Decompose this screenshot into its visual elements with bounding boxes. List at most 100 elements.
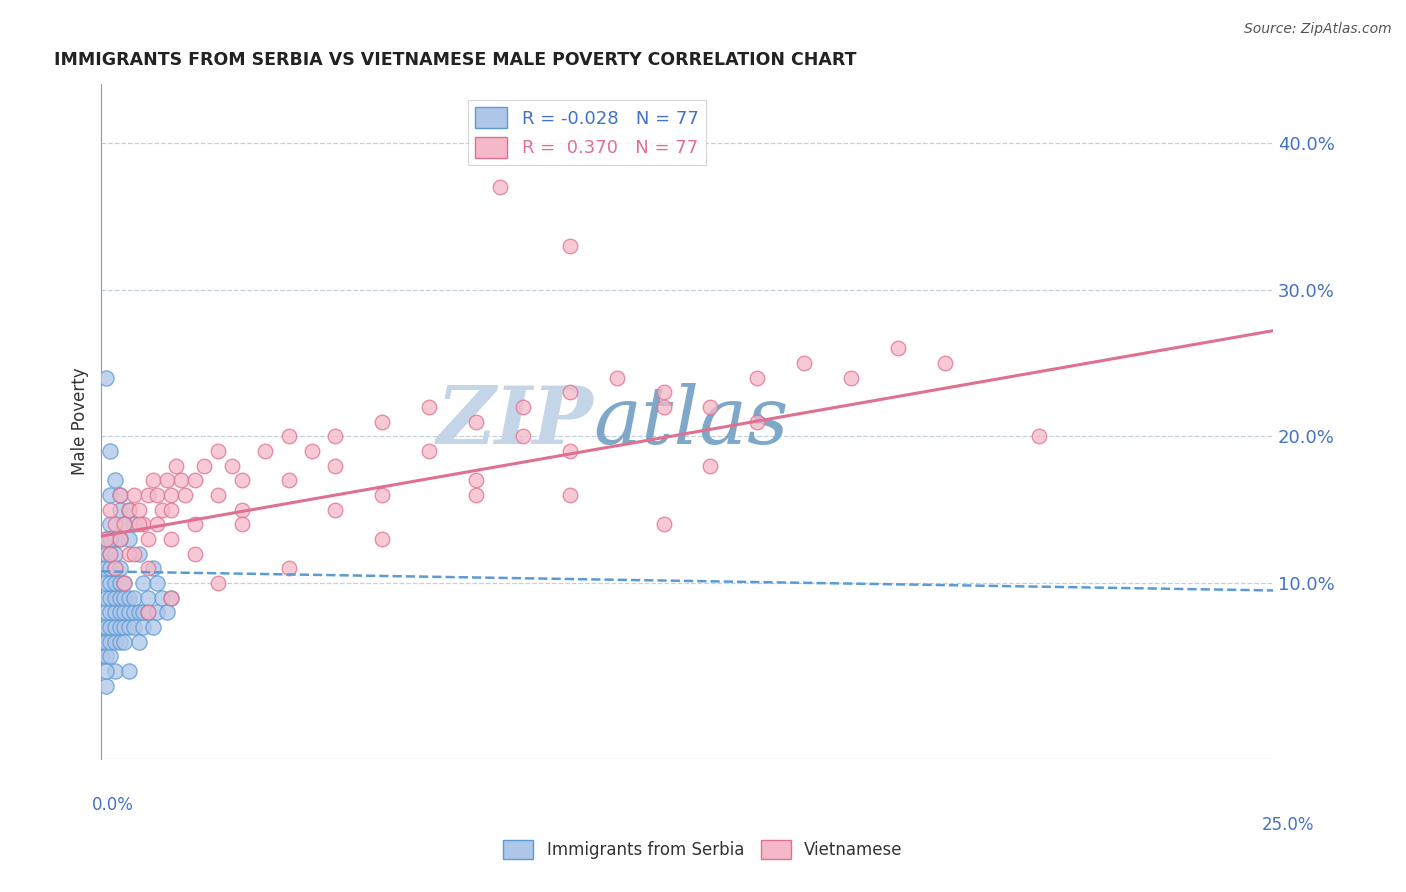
Point [104, 606, 127, 620]
Point [100, 649, 122, 664]
Point [839, 370, 862, 384]
Point [122, 517, 145, 532]
Point [100, 517, 122, 532]
Point [114, 591, 136, 605]
Point [122, 547, 145, 561]
Point [122, 606, 145, 620]
Point [418, 400, 440, 414]
Point [114, 620, 136, 634]
Point [108, 606, 131, 620]
Point [90, 635, 112, 649]
Point [104, 635, 127, 649]
Point [150, 502, 173, 516]
Point [747, 370, 769, 384]
Point [301, 444, 323, 458]
Point [118, 532, 141, 546]
Point [118, 502, 141, 516]
Point [108, 488, 131, 502]
Point [277, 474, 299, 488]
Point [934, 356, 956, 370]
Point [465, 415, 488, 429]
Point [174, 488, 197, 502]
Point [160, 488, 183, 502]
Point [108, 532, 131, 546]
Point [108, 488, 131, 502]
Point [558, 385, 581, 400]
Point [465, 474, 488, 488]
Point [146, 517, 169, 532]
Point [231, 474, 253, 488]
Point [277, 429, 299, 443]
Point [94, 532, 117, 546]
Point [94, 649, 117, 664]
Point [512, 429, 534, 443]
Point [652, 385, 675, 400]
Point [277, 561, 299, 575]
Point [118, 620, 141, 634]
Point [104, 620, 127, 634]
Point [465, 488, 488, 502]
Point [325, 458, 347, 473]
Point [94, 635, 117, 649]
Point [142, 474, 165, 488]
Point [118, 606, 141, 620]
Point [100, 606, 122, 620]
Point [887, 341, 910, 355]
Point [114, 576, 136, 591]
Legend: Immigrants from Serbia, Vietnamese: Immigrants from Serbia, Vietnamese [496, 833, 910, 866]
Point [231, 502, 253, 516]
Point [371, 488, 394, 502]
Point [325, 429, 347, 443]
Point [100, 591, 122, 605]
Point [793, 356, 815, 370]
Point [136, 606, 159, 620]
Point [122, 620, 145, 634]
Point [100, 547, 122, 561]
Point [114, 517, 136, 532]
Point [184, 474, 207, 488]
Point [558, 488, 581, 502]
Point [160, 591, 183, 605]
Point [108, 532, 131, 546]
Point [170, 474, 193, 488]
Point [108, 620, 131, 634]
Point [156, 474, 179, 488]
Point [104, 532, 127, 546]
Point [136, 561, 159, 575]
Point [94, 620, 117, 634]
Point [122, 488, 145, 502]
Point [94, 679, 117, 693]
Point [94, 664, 117, 678]
Point [132, 606, 155, 620]
Text: 0.0%: 0.0% [91, 796, 134, 814]
Point [160, 591, 183, 605]
Point [146, 576, 169, 591]
Point [108, 591, 131, 605]
Point [150, 591, 173, 605]
Point [104, 474, 127, 488]
Point [142, 620, 165, 634]
Point [146, 606, 169, 620]
Point [90, 620, 112, 634]
Point [114, 606, 136, 620]
Point [146, 488, 169, 502]
Y-axis label: Male Poverty: Male Poverty [72, 368, 89, 475]
Point [1028, 429, 1050, 443]
Point [371, 415, 394, 429]
Point [100, 444, 122, 458]
Point [118, 591, 141, 605]
Point [94, 561, 117, 575]
Point [184, 517, 207, 532]
Point [118, 502, 141, 516]
Point [118, 664, 141, 678]
Point [108, 635, 131, 649]
Point [100, 576, 122, 591]
Point [142, 561, 165, 575]
Point [160, 532, 183, 546]
Point [418, 444, 440, 458]
Point [136, 591, 159, 605]
Point [207, 488, 229, 502]
Point [606, 370, 628, 384]
Point [94, 606, 117, 620]
Point [488, 179, 510, 194]
